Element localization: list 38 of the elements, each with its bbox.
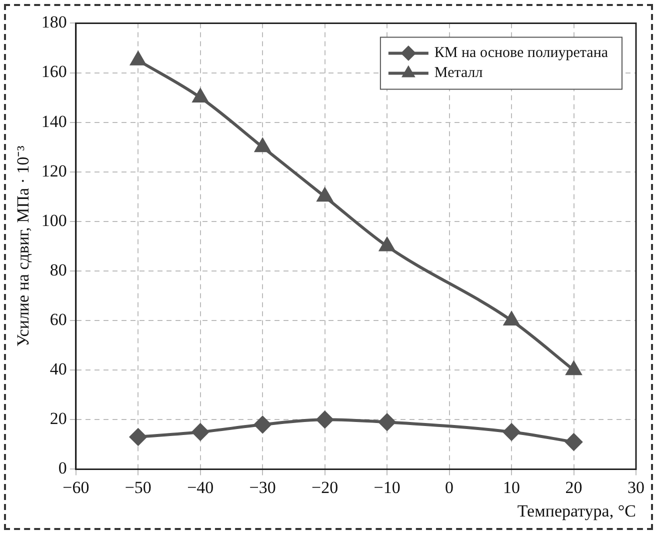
point xyxy=(566,362,582,376)
y-tick-label: 160 xyxy=(41,62,67,82)
x-tick-label: −50 xyxy=(124,478,152,497)
point xyxy=(378,414,396,431)
point xyxy=(504,312,520,326)
point xyxy=(255,138,270,152)
y-tick-label: 40 xyxy=(50,360,67,379)
legend-label: Металл xyxy=(434,65,484,82)
point xyxy=(317,188,332,202)
x-tick-label: −40 xyxy=(187,478,214,497)
point xyxy=(130,52,146,66)
point xyxy=(316,411,334,428)
legend-label: КМ на основе полиуретана xyxy=(434,45,608,62)
y-tick-label: 180 xyxy=(41,12,67,32)
y-tick-label: 0 xyxy=(58,458,67,478)
x-tick-label: −20 xyxy=(312,478,338,497)
y-tick-label: 140 xyxy=(41,112,67,131)
point xyxy=(254,416,272,434)
point xyxy=(192,424,209,441)
point xyxy=(565,433,582,450)
point xyxy=(130,428,147,446)
x-tick-label: 30 xyxy=(628,478,644,497)
x-tick-label: −10 xyxy=(374,478,400,497)
y-tick-label: 100 xyxy=(41,210,67,230)
y-tick-label: 20 xyxy=(50,409,67,428)
y-tick-label: 80 xyxy=(50,260,67,280)
x-tick-label: −60 xyxy=(62,478,90,497)
y-tick-label: 120 xyxy=(41,161,67,180)
x-tick-label: 10 xyxy=(503,478,520,497)
point xyxy=(192,89,208,103)
point xyxy=(503,424,520,441)
y-tick-label: 60 xyxy=(50,310,67,329)
point xyxy=(380,238,395,252)
x-axis-title: Температура, °C xyxy=(517,501,636,520)
x-tick-label: −30 xyxy=(249,478,276,497)
x-tick-label: 0 xyxy=(445,478,454,497)
x-tick-label: 20 xyxy=(565,478,582,497)
y-axis-title: Усилие на сдвиг, МПа · 10⁻³ xyxy=(14,146,33,347)
